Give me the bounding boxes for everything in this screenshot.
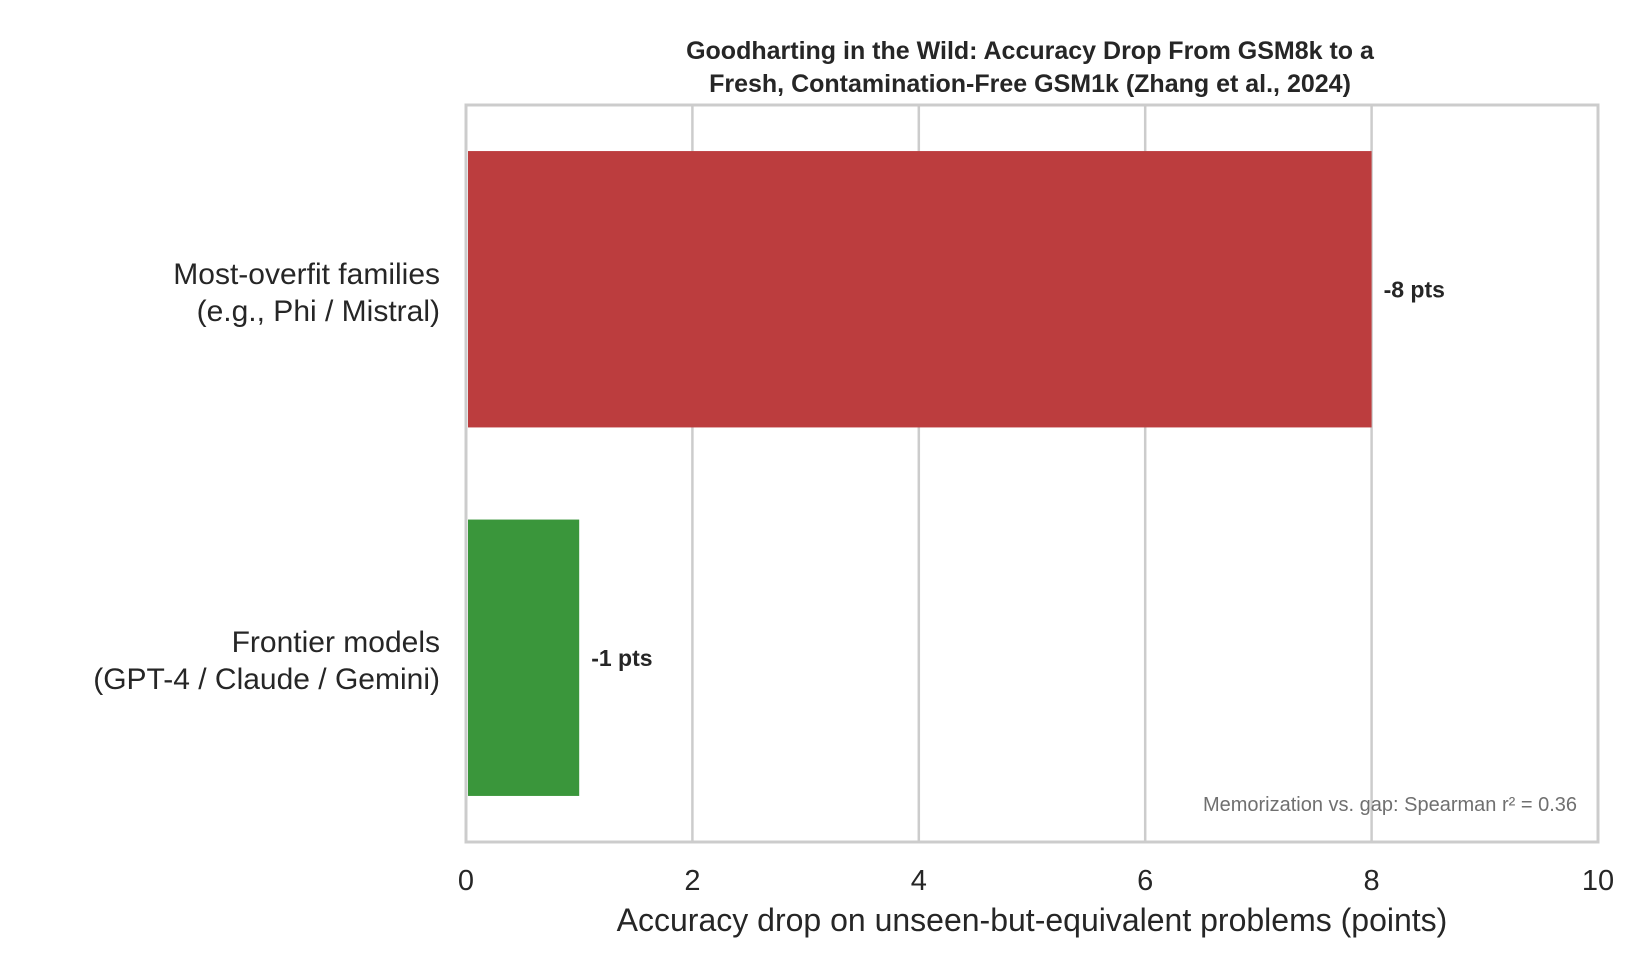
y-tick-label-1-line-1: Frontier models (232, 626, 440, 659)
bar-value-label-1: -1 pts (591, 645, 652, 671)
bar-1 (468, 519, 580, 796)
x-axis-label: Accuracy drop on unseen-but-equivalent p… (617, 902, 1448, 938)
y-tick-label-0-line-2: (e.g., Phi / Mistral) (197, 295, 440, 328)
y-category-labels: Most-overfit families (e.g., Phi / Mistr… (93, 258, 440, 696)
bar-labels: -8 pts -1 pts (591, 276, 1445, 671)
y-tick-label-0-line-1: Most-overfit families (173, 258, 440, 291)
x-tick-label-0: 0 (458, 865, 474, 897)
x-tick-label-1: 2 (684, 865, 700, 897)
plot-frame (464, 103, 1600, 844)
x-tick-labels: 0 2 4 6 8 10 (458, 865, 1614, 897)
bars (468, 151, 1372, 796)
y-tick-label-1-line-2: (GPT-4 / Claude / Gemini) (93, 663, 440, 696)
bar-0 (468, 151, 1372, 428)
x-tick-label-2: 4 (911, 865, 927, 897)
chart-title-line-1: Goodharting in the Wild: Accuracy Drop F… (686, 37, 1375, 65)
x-tick-label-4: 8 (1364, 865, 1380, 897)
x-tick-label-3: 6 (1137, 865, 1153, 897)
chart-title-line-2: Fresh, Contamination-Free GSM1k (Zhang e… (709, 70, 1351, 98)
bar-value-label-0: -8 pts (1384, 276, 1445, 302)
x-tick-label-5: 10 (1582, 865, 1614, 897)
correlation-annotation: Memorization vs. gap: Spearman r² = 0.36 (1203, 794, 1577, 816)
